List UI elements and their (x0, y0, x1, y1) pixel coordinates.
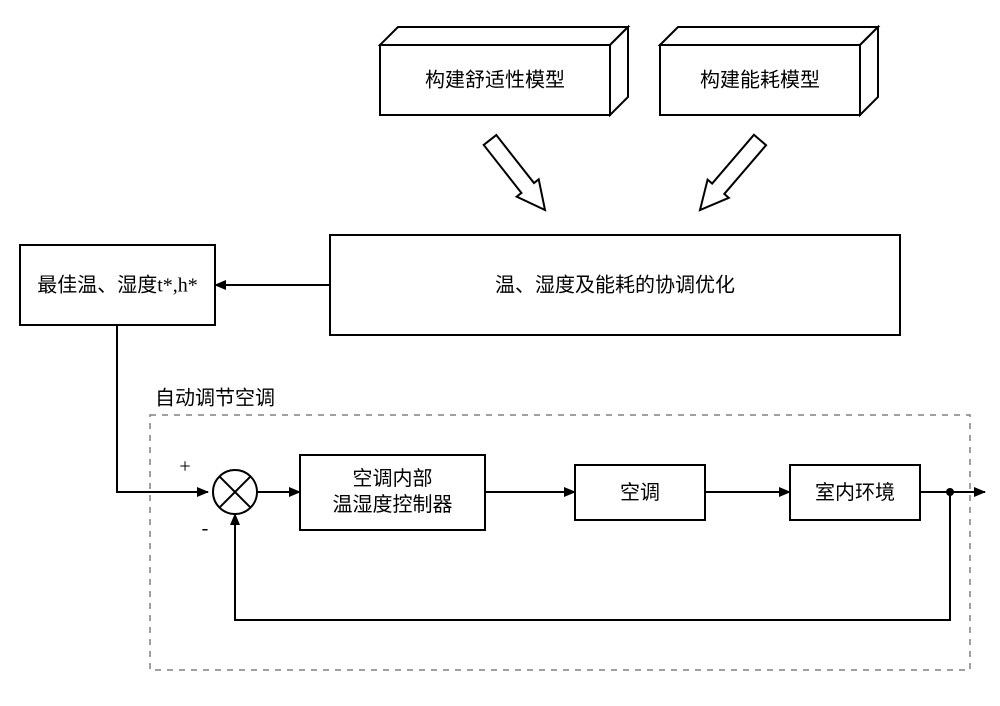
svg-text:空调内部: 空调内部 (353, 467, 433, 490)
svg-text:空调: 空调 (620, 481, 660, 504)
svg-text:-: - (202, 518, 209, 540)
svg-text:+: + (179, 456, 190, 478)
svg-text:构建能耗模型: 构建能耗模型 (700, 69, 820, 92)
svg-text:室内环境: 室内环境 (815, 481, 895, 504)
svg-text:自动调节空调: 自动调节空调 (155, 387, 275, 410)
svg-text:构建舒适性模型: 构建舒适性模型 (425, 69, 565, 92)
svg-text:最佳温、湿度t*,h*: 最佳温、湿度t*,h* (37, 274, 198, 297)
svg-text:温、湿度及能耗的协调优化: 温、湿度及能耗的协调优化 (495, 274, 735, 297)
svg-text:温湿度控制器: 温湿度控制器 (333, 493, 453, 516)
